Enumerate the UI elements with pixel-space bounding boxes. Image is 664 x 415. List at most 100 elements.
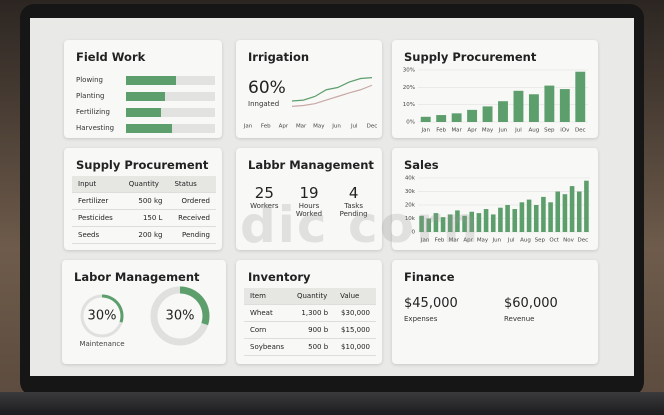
finance-value: $60,000 <box>504 296 558 311</box>
bar <box>440 217 446 232</box>
x-tick-label: Sep <box>535 238 546 244</box>
card-title: Sales <box>404 158 439 172</box>
bar <box>505 205 510 232</box>
finance-value: $45,000 <box>404 296 458 311</box>
x-tick-label: Mar <box>296 124 307 130</box>
card-title: Labbr Management <box>248 158 374 172</box>
ring-arc <box>101 294 124 323</box>
progress-row: Plowing <box>76 72 216 88</box>
cell: 1,300 b <box>290 304 335 322</box>
card-title: Finance <box>404 270 455 284</box>
progress-bar <box>126 75 176 85</box>
bar <box>447 214 453 232</box>
progress-row: Fertilizing <box>76 104 216 120</box>
cell: $15,000 <box>334 321 376 339</box>
x-tick-label: Jun <box>492 238 502 244</box>
bar <box>526 199 532 232</box>
header-cell: Status <box>168 176 216 193</box>
field-work-card: Field Work Plowing Planting Fertilizing Har… <box>64 40 222 138</box>
y-tick-label: 20% <box>403 85 415 91</box>
cell: Soybeans <box>244 338 291 356</box>
bar <box>498 101 508 122</box>
bar <box>419 215 424 232</box>
cell: 500 b <box>290 338 335 356</box>
bar <box>559 89 570 122</box>
x-tick-label: May <box>482 128 494 134</box>
progress-label: Harvesting <box>76 124 115 132</box>
card-title: Field Work <box>76 50 146 64</box>
y-tick-label: 0% <box>406 120 415 126</box>
bar <box>476 213 482 232</box>
bar <box>562 194 568 232</box>
inventory-table: Item Quantity Value Wheat 1,300 b $30,000 Corn… <box>244 288 376 356</box>
irrigation-card: Irrigation 60% Inngated Jan Feb Apr Mar May J… <box>236 40 382 138</box>
x-tick-label: May <box>313 124 325 130</box>
progress-track <box>126 107 215 117</box>
x-tick-label: Apr <box>467 128 477 134</box>
labor-rings-card: Labor Management 30% Maintenance 30% <box>62 260 226 364</box>
sales-chart: 0 10k 20k 30k 40k Jan Feb Mar Apr May Jun Jul Aug Sep… <box>405 176 590 244</box>
x-tick-label: Jan <box>420 238 430 244</box>
stat: 19 Hours Worked <box>289 184 329 218</box>
header-cell: Input <box>72 176 123 193</box>
x-tick-label: Nov <box>563 238 574 244</box>
cell: Fertilizer <box>72 192 123 210</box>
bar <box>490 214 496 232</box>
progress-bar <box>126 91 166 101</box>
bar <box>512 209 518 232</box>
bar <box>433 213 439 232</box>
sales-card: Sales 0 10k 20k 30k 40k Jan Feb Mar Apr May Jun Jul… <box>392 148 598 250</box>
x-tick-label: Sep <box>544 128 555 134</box>
bar <box>576 191 582 232</box>
bar <box>519 202 525 232</box>
progress-track <box>126 75 215 85</box>
cell: 200 kg <box>122 226 169 244</box>
ring-label: 30% <box>166 309 195 324</box>
supply-table: Input Quantity Status Fertilizer 500 kg Order… <box>72 176 216 244</box>
bar <box>498 207 503 232</box>
header-cell: Quantity <box>290 288 335 305</box>
bar <box>451 113 462 122</box>
stat-label: Hours Worked <box>295 202 323 218</box>
y-tick-label: 40k <box>405 176 416 182</box>
irrigation-chart: Jan Feb Apr Mar May Jun Jul Dec <box>243 77 378 130</box>
stat-value: 25 <box>254 184 274 202</box>
progress-label: Fertilizing <box>76 108 110 116</box>
bar <box>548 202 553 232</box>
finance-card: Finance $45,000 Expenses $60,000 Revenue <box>392 260 598 364</box>
x-tick-label: Apr <box>279 124 289 130</box>
x-tick-label: Feb <box>435 238 445 244</box>
cell: $10,000 <box>334 338 376 356</box>
cell: 900 b <box>290 321 335 339</box>
finance-label: Expenses <box>404 315 438 323</box>
row: Corn 900 b $15,000 <box>244 321 376 339</box>
bar <box>436 115 447 122</box>
x-tick-label: Dec <box>367 124 378 130</box>
stat-label: Tasks Pending <box>339 202 368 218</box>
header-cell: Quantity <box>122 176 169 193</box>
bar <box>541 196 546 232</box>
finance-label: Revenue <box>504 315 535 323</box>
x-tick-label: Jul <box>514 128 522 134</box>
stat-value: 4 <box>348 184 359 202</box>
x-tick-label: Jan <box>420 128 430 134</box>
y-tick-label: 20k <box>405 203 416 209</box>
x-tick-label: Jan <box>243 124 253 130</box>
progress-bar <box>126 123 173 133</box>
cell: Pending <box>168 226 216 244</box>
cell: 500 kg <box>122 192 169 210</box>
card-title: Supply Procurement <box>404 50 537 64</box>
x-tick-label: Feb <box>261 124 271 130</box>
progress-label: Plowing <box>76 76 103 84</box>
bar <box>467 109 478 122</box>
row: Wheat 1,300 b $30,000 <box>244 304 376 322</box>
cell: Wheat <box>244 304 291 322</box>
row: Seeds 200 kg Pending <box>72 226 216 244</box>
header-row: Item Quantity Value <box>244 288 376 305</box>
bar <box>420 116 431 122</box>
stat: 4 Tasks Pending <box>334 184 374 218</box>
x-tick-label: Jun <box>498 128 508 134</box>
progress-row: Planting <box>76 88 216 104</box>
card-title: Inventory <box>248 270 311 284</box>
